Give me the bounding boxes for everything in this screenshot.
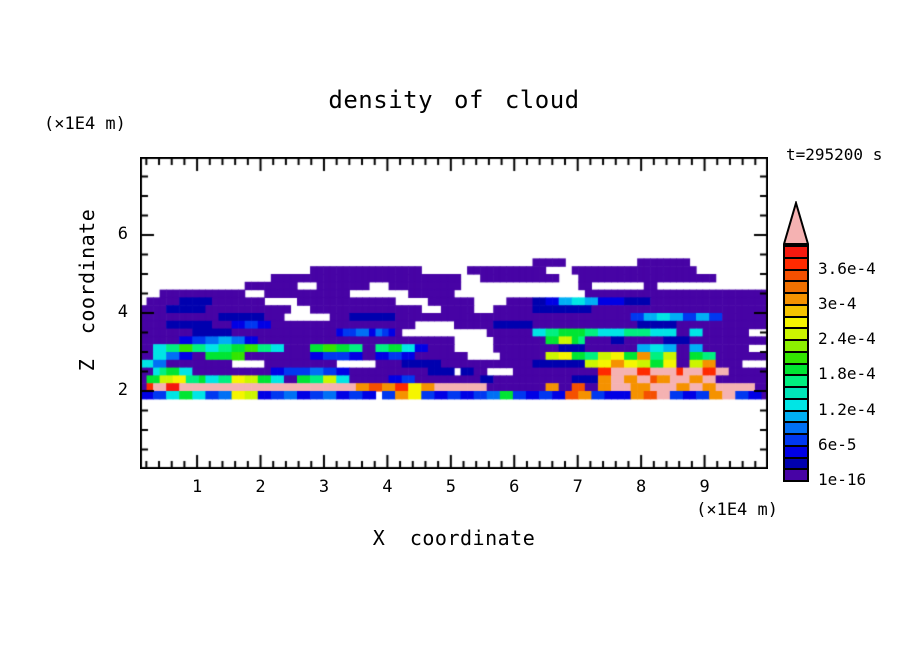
colorbar-label: 3e-4 bbox=[818, 293, 857, 313]
x-tick-label: 7 bbox=[572, 477, 583, 497]
x-tick-label: 9 bbox=[699, 477, 710, 497]
colorbar-cell bbox=[783, 468, 809, 482]
colorbar-label: 1e-16 bbox=[818, 470, 867, 489]
x-axis-unit-label: (×1E4 m) bbox=[696, 500, 778, 520]
y-axis-unit-label: (×1E4 m) bbox=[44, 114, 126, 134]
page-title: density of cloud bbox=[328, 86, 580, 114]
y-tick-label: 4 bbox=[117, 302, 128, 322]
colorbar-label: 1.2e-4 bbox=[818, 399, 876, 419]
x-tick-label: 6 bbox=[509, 477, 520, 497]
colorbar-label: 1.8e-4 bbox=[818, 364, 876, 384]
x-tick-label: 1 bbox=[191, 477, 203, 497]
cloud-field-canvas bbox=[140, 157, 768, 469]
y-tick-label: 6 bbox=[117, 224, 128, 244]
colorbar-label: 2.4e-4 bbox=[818, 329, 876, 348]
x-tick-label: 2 bbox=[255, 477, 266, 497]
y-axis-title: Z coordinate bbox=[75, 208, 99, 372]
colorbar-label: 3.6e-4 bbox=[818, 258, 876, 278]
colorbar-label: 6e-5 bbox=[818, 434, 857, 454]
x-tick-label: 4 bbox=[382, 477, 393, 497]
y-tick-label: 2 bbox=[117, 380, 128, 400]
x-tick-label: 8 bbox=[636, 477, 647, 497]
colorbar bbox=[783, 245, 809, 482]
x-tick-label: 3 bbox=[318, 477, 330, 497]
x-axis-title: X coordinate bbox=[372, 526, 536, 550]
colorbar-over-arrow bbox=[783, 201, 809, 245]
time-label: t=295200 s bbox=[786, 145, 883, 164]
x-tick-label: 5 bbox=[445, 477, 456, 497]
